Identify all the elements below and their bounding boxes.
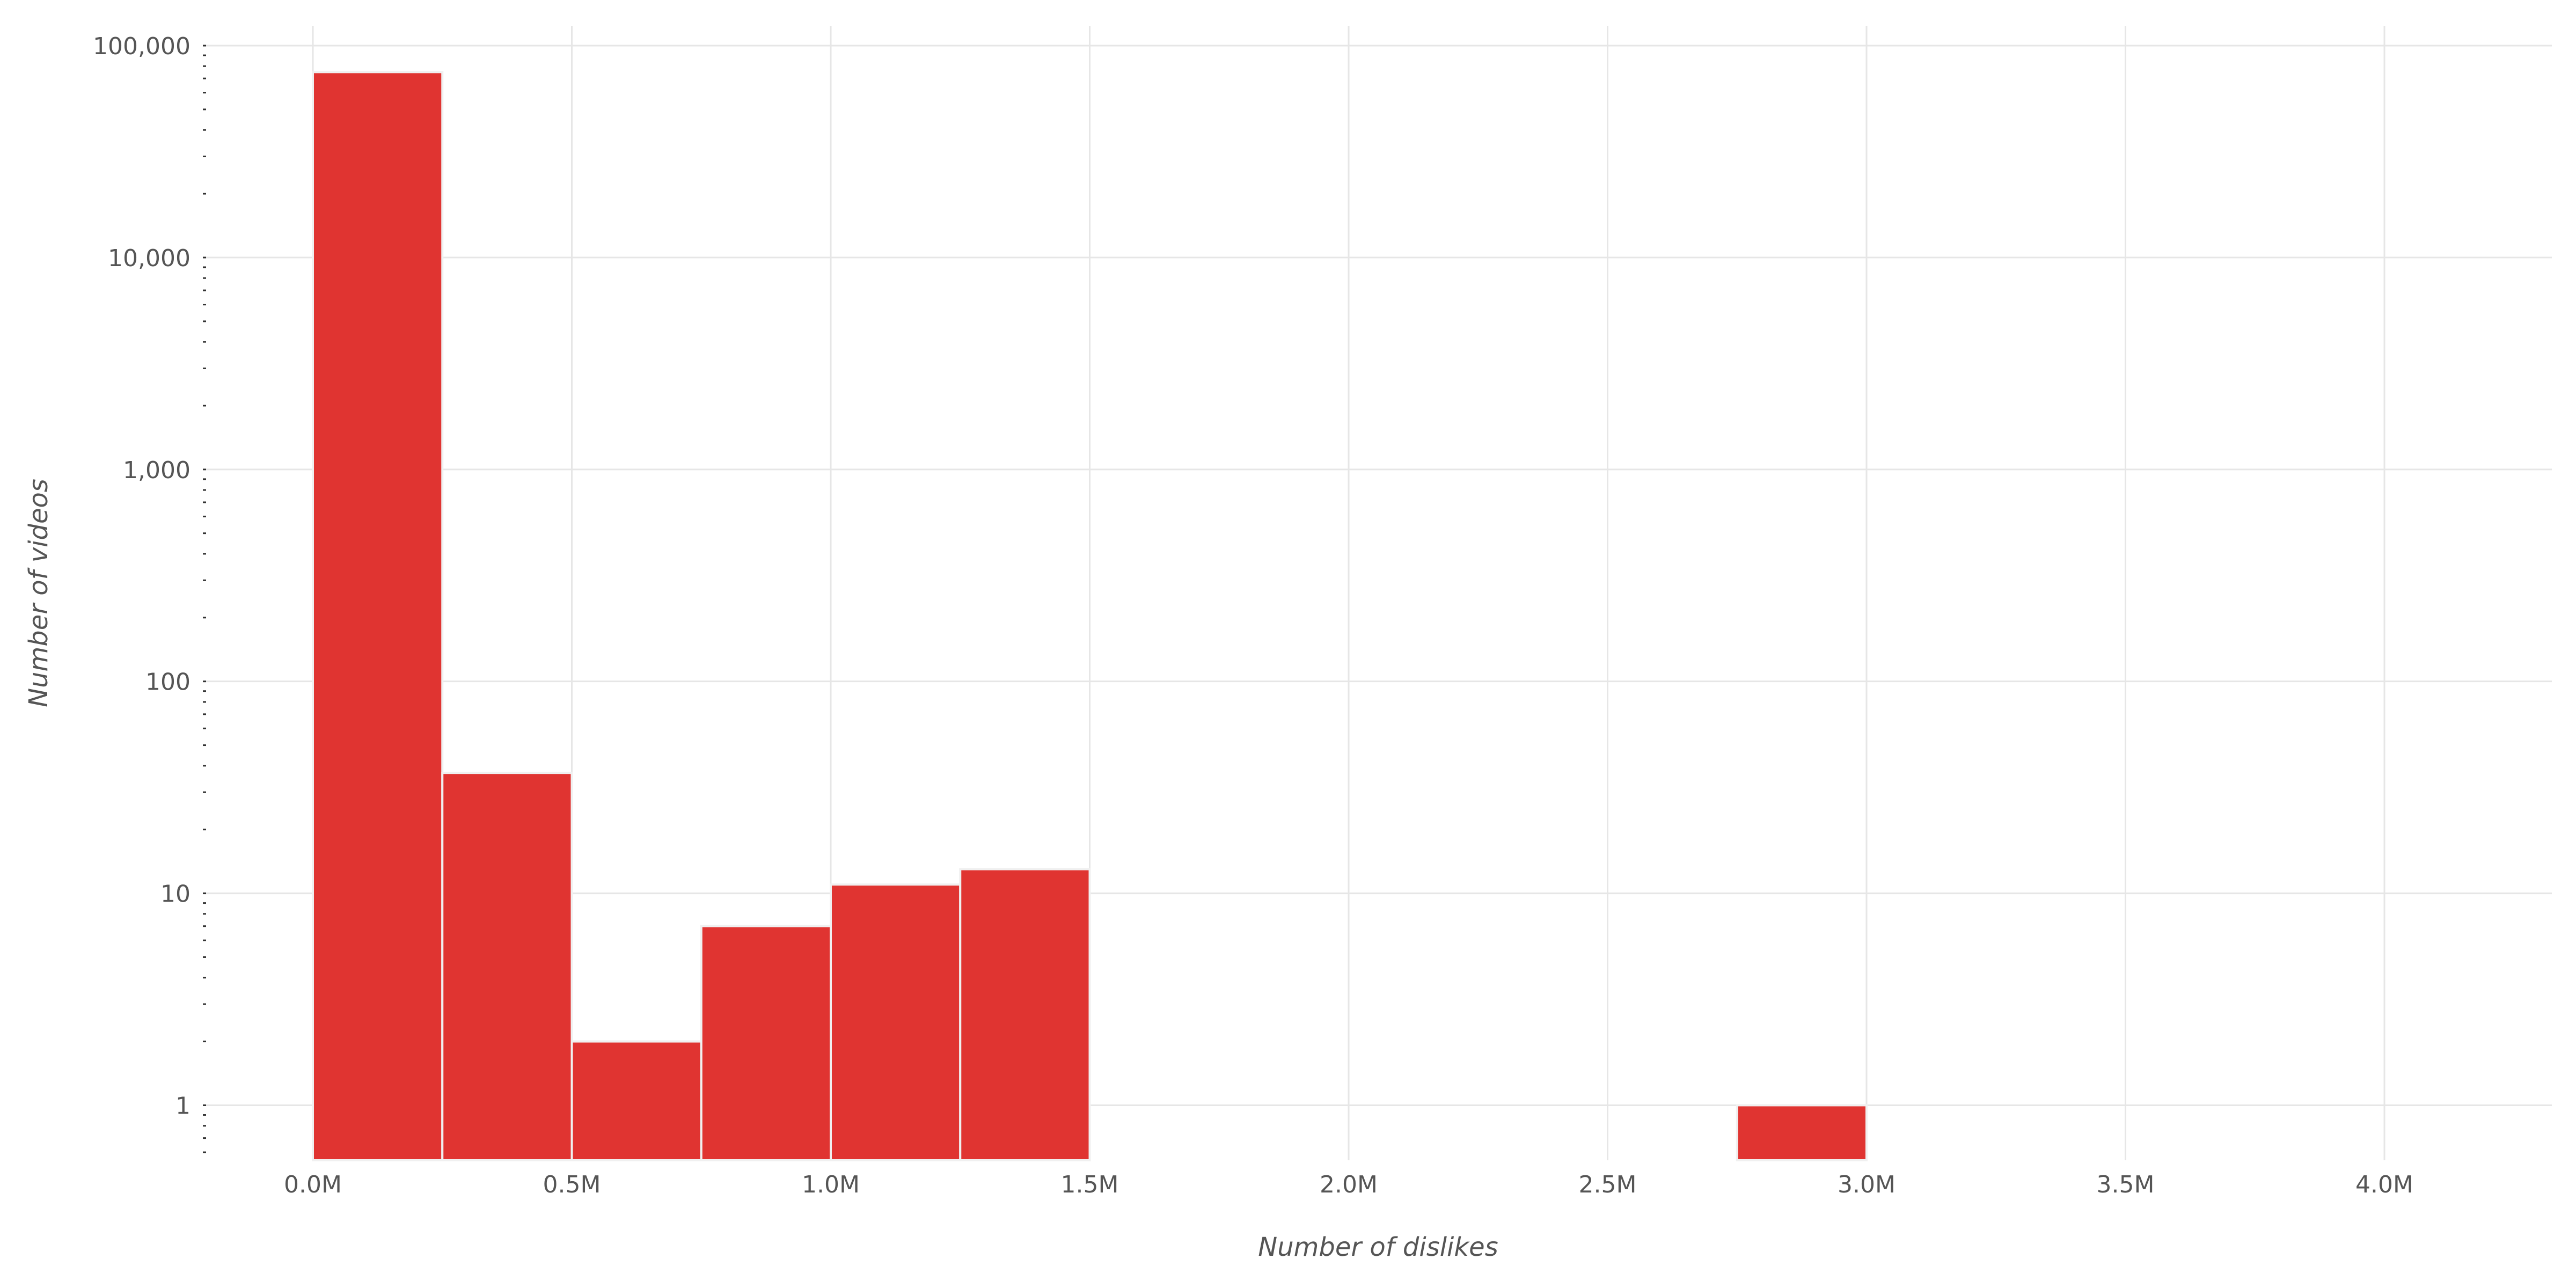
x-tick-label: 2.0M xyxy=(1320,1171,1378,1198)
histogram-bar xyxy=(570,1040,702,1162)
histogram-bar xyxy=(830,883,962,1161)
y-tick-labels: 1 10 100 1,000 10,000 100,000 xyxy=(93,33,191,1119)
y-tick-label: 10 xyxy=(160,881,191,908)
x-tick-label: 3.0M xyxy=(1838,1171,1896,1198)
y-tick-label: 100 xyxy=(145,669,191,696)
x-tick-label: 4.0M xyxy=(2355,1171,2413,1198)
x-axis-title: Number of dislikes xyxy=(1258,1232,1498,1262)
histogram-bar xyxy=(1736,1104,1868,1161)
x-tick-label: 0.5M xyxy=(543,1171,601,1198)
bars xyxy=(312,71,1868,1162)
x-tick-label: 1.0M xyxy=(802,1171,860,1198)
y-tick-label: 1,000 xyxy=(123,457,191,484)
y-tick-label: 100,000 xyxy=(93,33,191,60)
y-axis-title: Number of videos xyxy=(24,479,54,707)
x-tick-labels: 0.0M0.5M1.0M1.5M2.0M2.5M3.0M3.5M4.0M4.5M… xyxy=(284,1171,2413,1198)
x-tick-label: 3.5M xyxy=(2097,1171,2155,1198)
y-tick-label: 1 xyxy=(175,1092,191,1119)
y-minor-ticks xyxy=(203,45,206,1153)
histogram-bar xyxy=(312,71,444,1161)
histogram-bar xyxy=(959,868,1091,1162)
x-tick-label: 1.5M xyxy=(1061,1171,1119,1198)
x-tick-label: 0.0M xyxy=(284,1171,342,1198)
x-tick-label: 2.5M xyxy=(1579,1171,1637,1198)
histogram-bar xyxy=(700,925,832,1162)
grid xyxy=(204,26,2552,1160)
y-tick-label: 10,000 xyxy=(108,245,191,272)
histogram-bar xyxy=(441,772,573,1161)
